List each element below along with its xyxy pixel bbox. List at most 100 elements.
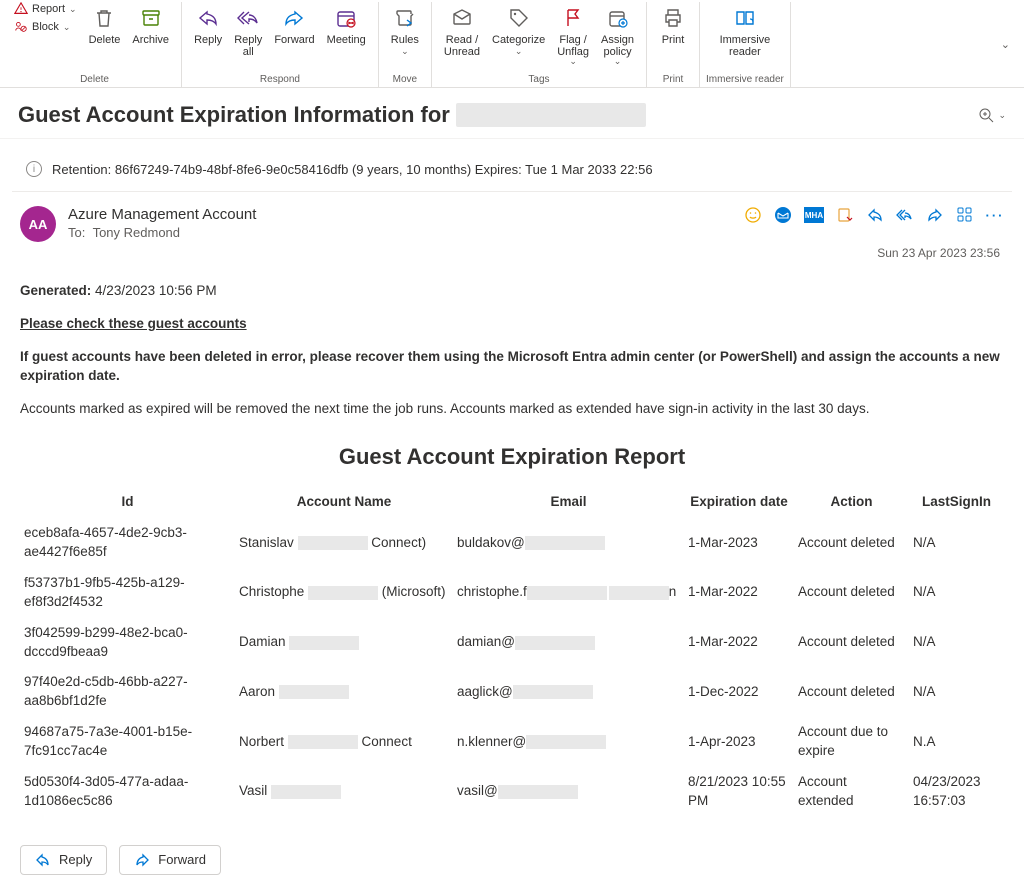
th-email: Email <box>453 487 684 518</box>
footer-reply-label: Reply <box>59 852 92 867</box>
rules-icon <box>391 4 419 32</box>
ribbon-group-tags: Read / Unread Categorize ⌄ Flag / Unflag… <box>432 2 647 87</box>
ribbon-group-print: Print Print <box>647 2 700 87</box>
footer-reply-button[interactable]: Reply <box>20 845 107 875</box>
th-action: Action <box>794 487 909 518</box>
archive-button[interactable]: Archive <box>126 2 175 48</box>
ribbon-group-move: Rules ⌄ Move <box>379 2 432 87</box>
subject-redacted <box>456 103 646 127</box>
envelope-icon <box>448 4 476 32</box>
immersive-icon <box>731 4 759 32</box>
readunread-button[interactable]: Read / Unread <box>438 2 486 60</box>
immersive-button[interactable]: Immersive reader <box>714 2 777 60</box>
action-forward-icon[interactable] <box>926 206 944 224</box>
flag-icon <box>559 4 587 32</box>
report-button[interactable]: Report⌄ <box>14 2 77 16</box>
header-actions: MHA ··· <box>744 206 1004 224</box>
zoom-button[interactable]: ⌄ <box>978 107 1006 123</box>
trash-icon <box>90 4 118 32</box>
replyall-button[interactable]: Reply all <box>228 2 268 60</box>
action-replyall-icon[interactable] <box>896 206 914 224</box>
rules-button[interactable]: Rules ⌄ <box>385 2 425 59</box>
block-button[interactable]: Block⌄ <box>14 20 77 34</box>
action-apps-icon[interactable] <box>956 206 974 224</box>
print-button[interactable]: Print <box>653 2 693 48</box>
subject-bar: Guest Account Expiration Information for… <box>0 88 1024 139</box>
action-reply-icon[interactable] <box>866 206 884 224</box>
generated-label: Generated: <box>20 283 91 298</box>
action-mha-icon[interactable]: MHA <box>804 207 824 223</box>
th-id: Id <box>20 487 235 518</box>
reply-label: Reply <box>194 34 222 46</box>
action-task-icon[interactable] <box>836 206 854 224</box>
th-exp: Expiration date <box>684 487 794 518</box>
delete-button[interactable]: Delete <box>83 2 127 48</box>
readunread-label: Read / Unread <box>444 34 480 58</box>
footer-actions: Reply Forward <box>0 831 1024 889</box>
forward-icon <box>280 4 308 32</box>
assignpolicy-label: Assign policy <box>601 34 634 58</box>
message-header: AA Azure Management Account To: Tony Red… <box>0 192 1024 268</box>
reply-button[interactable]: Reply <box>188 2 228 48</box>
ribbon-toolbar: Report⌄ Block⌄ Delete Archive Delete R <box>0 0 1024 88</box>
reply-icon <box>194 4 222 32</box>
policy-icon <box>604 4 632 32</box>
report-label: Report <box>32 3 65 15</box>
print-group-label: Print <box>663 74 684 87</box>
retention-bar: i Retention: 86f67249-74b9-48bf-8fe6-9e0… <box>12 151 1012 192</box>
th-signin: LastSignIn <box>909 487 1004 518</box>
message-datetime: Sun 23 Apr 2023 23:56 <box>744 246 1000 260</box>
immersive-label: Immersive reader <box>720 34 771 58</box>
tags-group-label: Tags <box>528 74 549 87</box>
archive-icon <box>137 4 165 32</box>
rules-label: Rules <box>391 34 419 46</box>
ribbon-group-immersive: Immersive reader Immersive reader <box>700 2 791 87</box>
delete-label: Delete <box>89 34 121 46</box>
respond-group-label: Respond <box>260 74 300 87</box>
flag-button[interactable]: Flag / Unflag ⌄ <box>551 2 595 69</box>
recipient-line: To: Tony Redmond <box>68 225 744 240</box>
forward-button[interactable]: Forward <box>268 2 320 48</box>
categorize-label: Categorize <box>492 34 545 46</box>
ribbon-group-delete: Report⌄ Block⌄ Delete Archive Delete <box>8 2 182 87</box>
meeting-button[interactable]: Meeting <box>321 2 372 48</box>
action-more-icon[interactable]: ··· <box>986 206 1004 224</box>
move-group-label: Move <box>393 74 417 87</box>
categorize-button[interactable]: Categorize ⌄ <box>486 2 551 59</box>
footer-forward-label: Forward <box>158 852 206 867</box>
sender-name: Azure Management Account <box>68 206 744 223</box>
delete-group-label: Delete <box>80 74 109 87</box>
sender-avatar: AA <box>20 206 56 242</box>
replyall-label: Reply all <box>234 34 262 58</box>
immersive-group-label: Immersive reader <box>706 74 784 87</box>
recover-line: If guest accounts have been deleted in e… <box>20 348 1004 386</box>
ribbon-expand-chevron[interactable]: ⌄ <box>1001 38 1016 51</box>
assignpolicy-button[interactable]: Assign policy ⌄ <box>595 2 640 69</box>
table-row: f53737b1-9fb5-425b-a129-ef8f3d2f4532Chri… <box>20 568 1004 618</box>
check-accounts-line: Please check these guest accounts <box>20 315 1004 334</box>
info-icon: i <box>26 161 42 177</box>
marked-line: Accounts marked as expired will be remov… <box>20 400 1004 419</box>
table-row: 94687a75-7a3e-4001-b15e-7fc91cc7ac4eNorb… <box>20 717 1004 767</box>
archive-label: Archive <box>132 34 169 46</box>
reaction-icon[interactable] <box>744 206 762 224</box>
print-icon <box>659 4 687 32</box>
meeting-label: Meeting <box>327 34 366 46</box>
action-mail-icon[interactable] <box>774 206 792 224</box>
retention-text: Retention: 86f67249-74b9-48bf-8fe6-9e0c5… <box>52 162 653 177</box>
report-title: Guest Account Expiration Report <box>20 442 1004 473</box>
th-name: Account Name <box>235 487 453 518</box>
forward-label: Forward <box>274 34 314 46</box>
message-body: Generated: 4/23/2023 10:56 PM Please che… <box>0 268 1024 831</box>
flag-label: Flag / Unflag <box>557 34 589 58</box>
table-row: 5d0530f4-3d05-477a-adaa-1d1086ec5c86Vasi… <box>20 767 1004 817</box>
report-table: Id Account Name Email Expiration date Ac… <box>20 487 1004 817</box>
table-row: eceb8afa-4657-4de2-9cb3-ae4427f6e85fStan… <box>20 518 1004 568</box>
print-label: Print <box>662 34 685 46</box>
table-row: 3f042599-b299-48e2-bca0-dcccd9fbeaa9Dami… <box>20 618 1004 668</box>
footer-forward-button[interactable]: Forward <box>119 845 221 875</box>
generated-value: 4/23/2023 10:56 PM <box>95 283 217 298</box>
ribbon-group-respond: Reply Reply all Forward Meeting Respond <box>182 2 379 87</box>
replyall-icon <box>234 4 262 32</box>
table-row: 97f40e2d-c5db-46bb-a227-aa8b6bf1d2feAaro… <box>20 667 1004 717</box>
